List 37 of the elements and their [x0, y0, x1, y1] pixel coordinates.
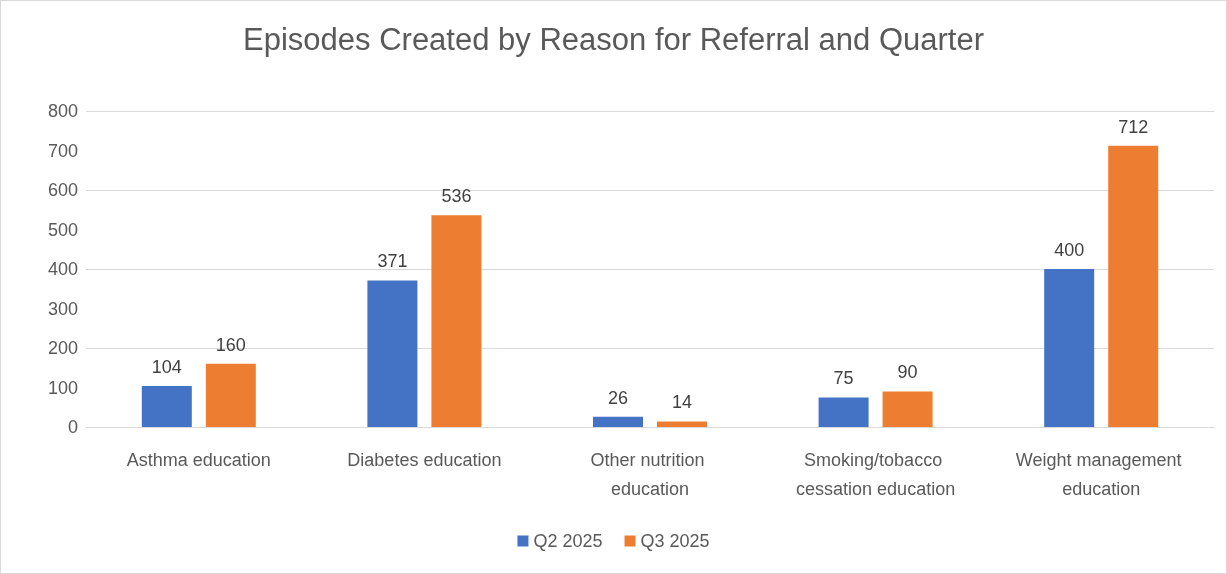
y-tick-label: 400: [47, 259, 78, 279]
y-tick-label: 600: [47, 180, 78, 200]
legend-label: Q2 2025: [533, 531, 603, 551]
bar: [818, 397, 869, 427]
y-tick-label: 0: [67, 417, 78, 437]
data-label: 400: [1054, 240, 1085, 260]
legend-label: Q3 2025: [640, 531, 710, 551]
x-tick-label: Weight management education: [1015, 449, 1187, 499]
bar: [1044, 269, 1095, 427]
bar: [205, 363, 256, 427]
y-tick-label: 100: [47, 377, 78, 398]
chart-title: Episodes Created by Reason for Referral and Quarter: [243, 22, 984, 57]
data-label: 90: [897, 362, 918, 383]
bar: [431, 215, 482, 427]
y-tick-label: 500: [47, 219, 78, 240]
y-tick-label: 800: [47, 101, 78, 121]
data-label: 160: [215, 334, 246, 355]
y-tick-label: 300: [47, 298, 78, 319]
bar: [367, 280, 418, 427]
y-tick-label: 700: [47, 140, 78, 161]
bar: [593, 416, 643, 427]
x-tick-label: Asthma education: [126, 449, 271, 470]
data-label: 104: [151, 356, 182, 377]
x-tick-label: Other nutrition education: [590, 449, 710, 499]
data-label: 26: [607, 387, 629, 408]
x-tick-label: Smoking/tobacco cessation education: [796, 449, 956, 499]
data-label: 536: [441, 186, 472, 207]
bar: [882, 391, 933, 427]
data-label: 712: [1118, 116, 1149, 137]
bar: [657, 421, 707, 427]
data-label: 14: [671, 392, 693, 413]
x-tick-label: Diabetes education: [347, 449, 502, 470]
y-tick-label: 200: [47, 338, 78, 358]
data-label: 75: [833, 368, 854, 389]
bar: [1108, 145, 1159, 427]
data-label: 371: [377, 251, 408, 272]
bar: [141, 385, 192, 427]
